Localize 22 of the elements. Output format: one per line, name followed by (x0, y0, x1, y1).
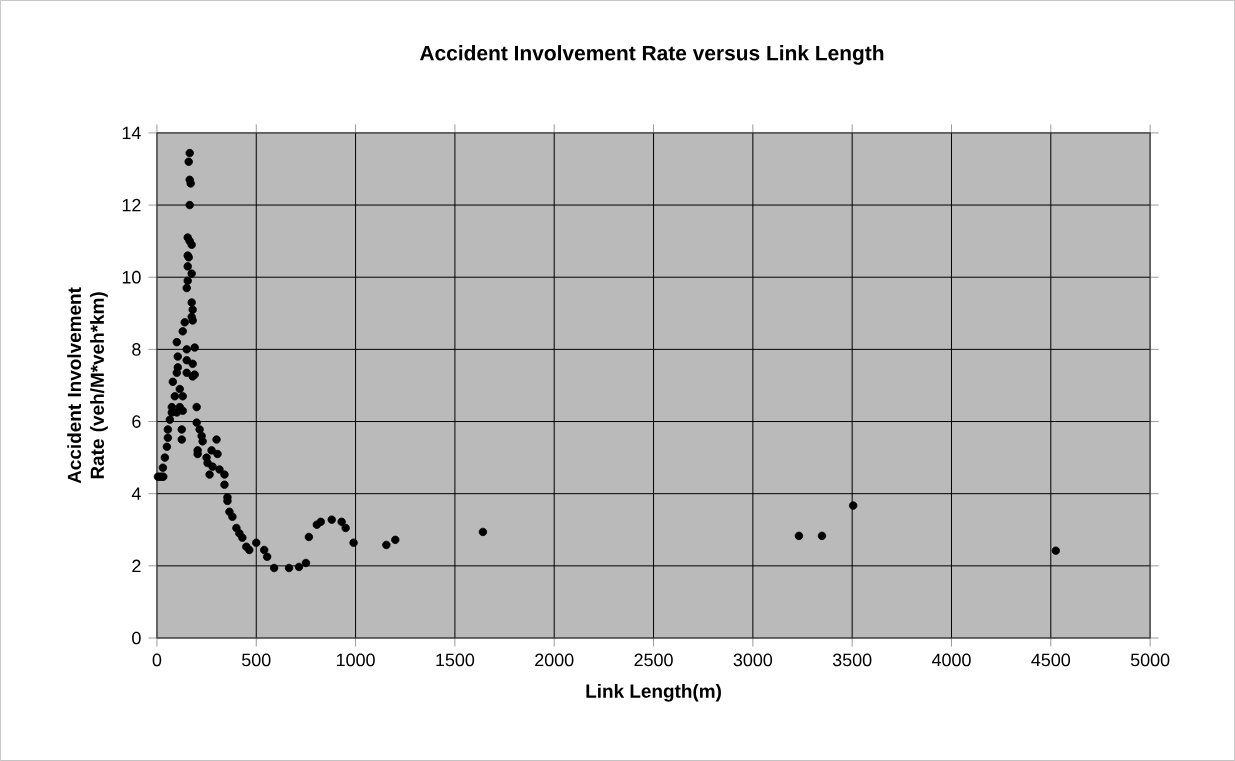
y-tick-label: 4 (131, 487, 141, 500)
y-tick-label: 12 (122, 198, 141, 212)
y-axis-title: Accident Involvement Rate (veh/M*veh*km) (67, 287, 108, 484)
x-tick-label: 5000 (1130, 653, 1170, 667)
y-tick-label: 2 (132, 559, 141, 573)
x-tick-label: 3000 (733, 653, 773, 667)
x-tick-label: 500 (242, 653, 271, 667)
y-tick-label: 6 (132, 415, 141, 428)
y-tick-label: 8 (132, 343, 141, 356)
x-tick-label: 2000 (535, 653, 574, 667)
x-tick-label: 3500 (832, 653, 872, 667)
chart-title: Accident Involvement Rate versus Link Length (419, 45, 884, 65)
x-tick-label: 2500 (634, 653, 673, 667)
x-tick-label: 1500 (436, 653, 475, 667)
x-tick-label: 4000 (931, 653, 971, 667)
y-tick-label: 0 (132, 631, 141, 645)
x-tick-label: 0 (152, 653, 162, 667)
x-axis-title: Link Length(m) (586, 683, 721, 702)
y-tick-label: 10 (122, 270, 141, 284)
x-tick-label: 1000 (337, 653, 375, 667)
x-tick-label: 4500 (1031, 653, 1071, 667)
y-tick-label: 14 (122, 126, 141, 140)
